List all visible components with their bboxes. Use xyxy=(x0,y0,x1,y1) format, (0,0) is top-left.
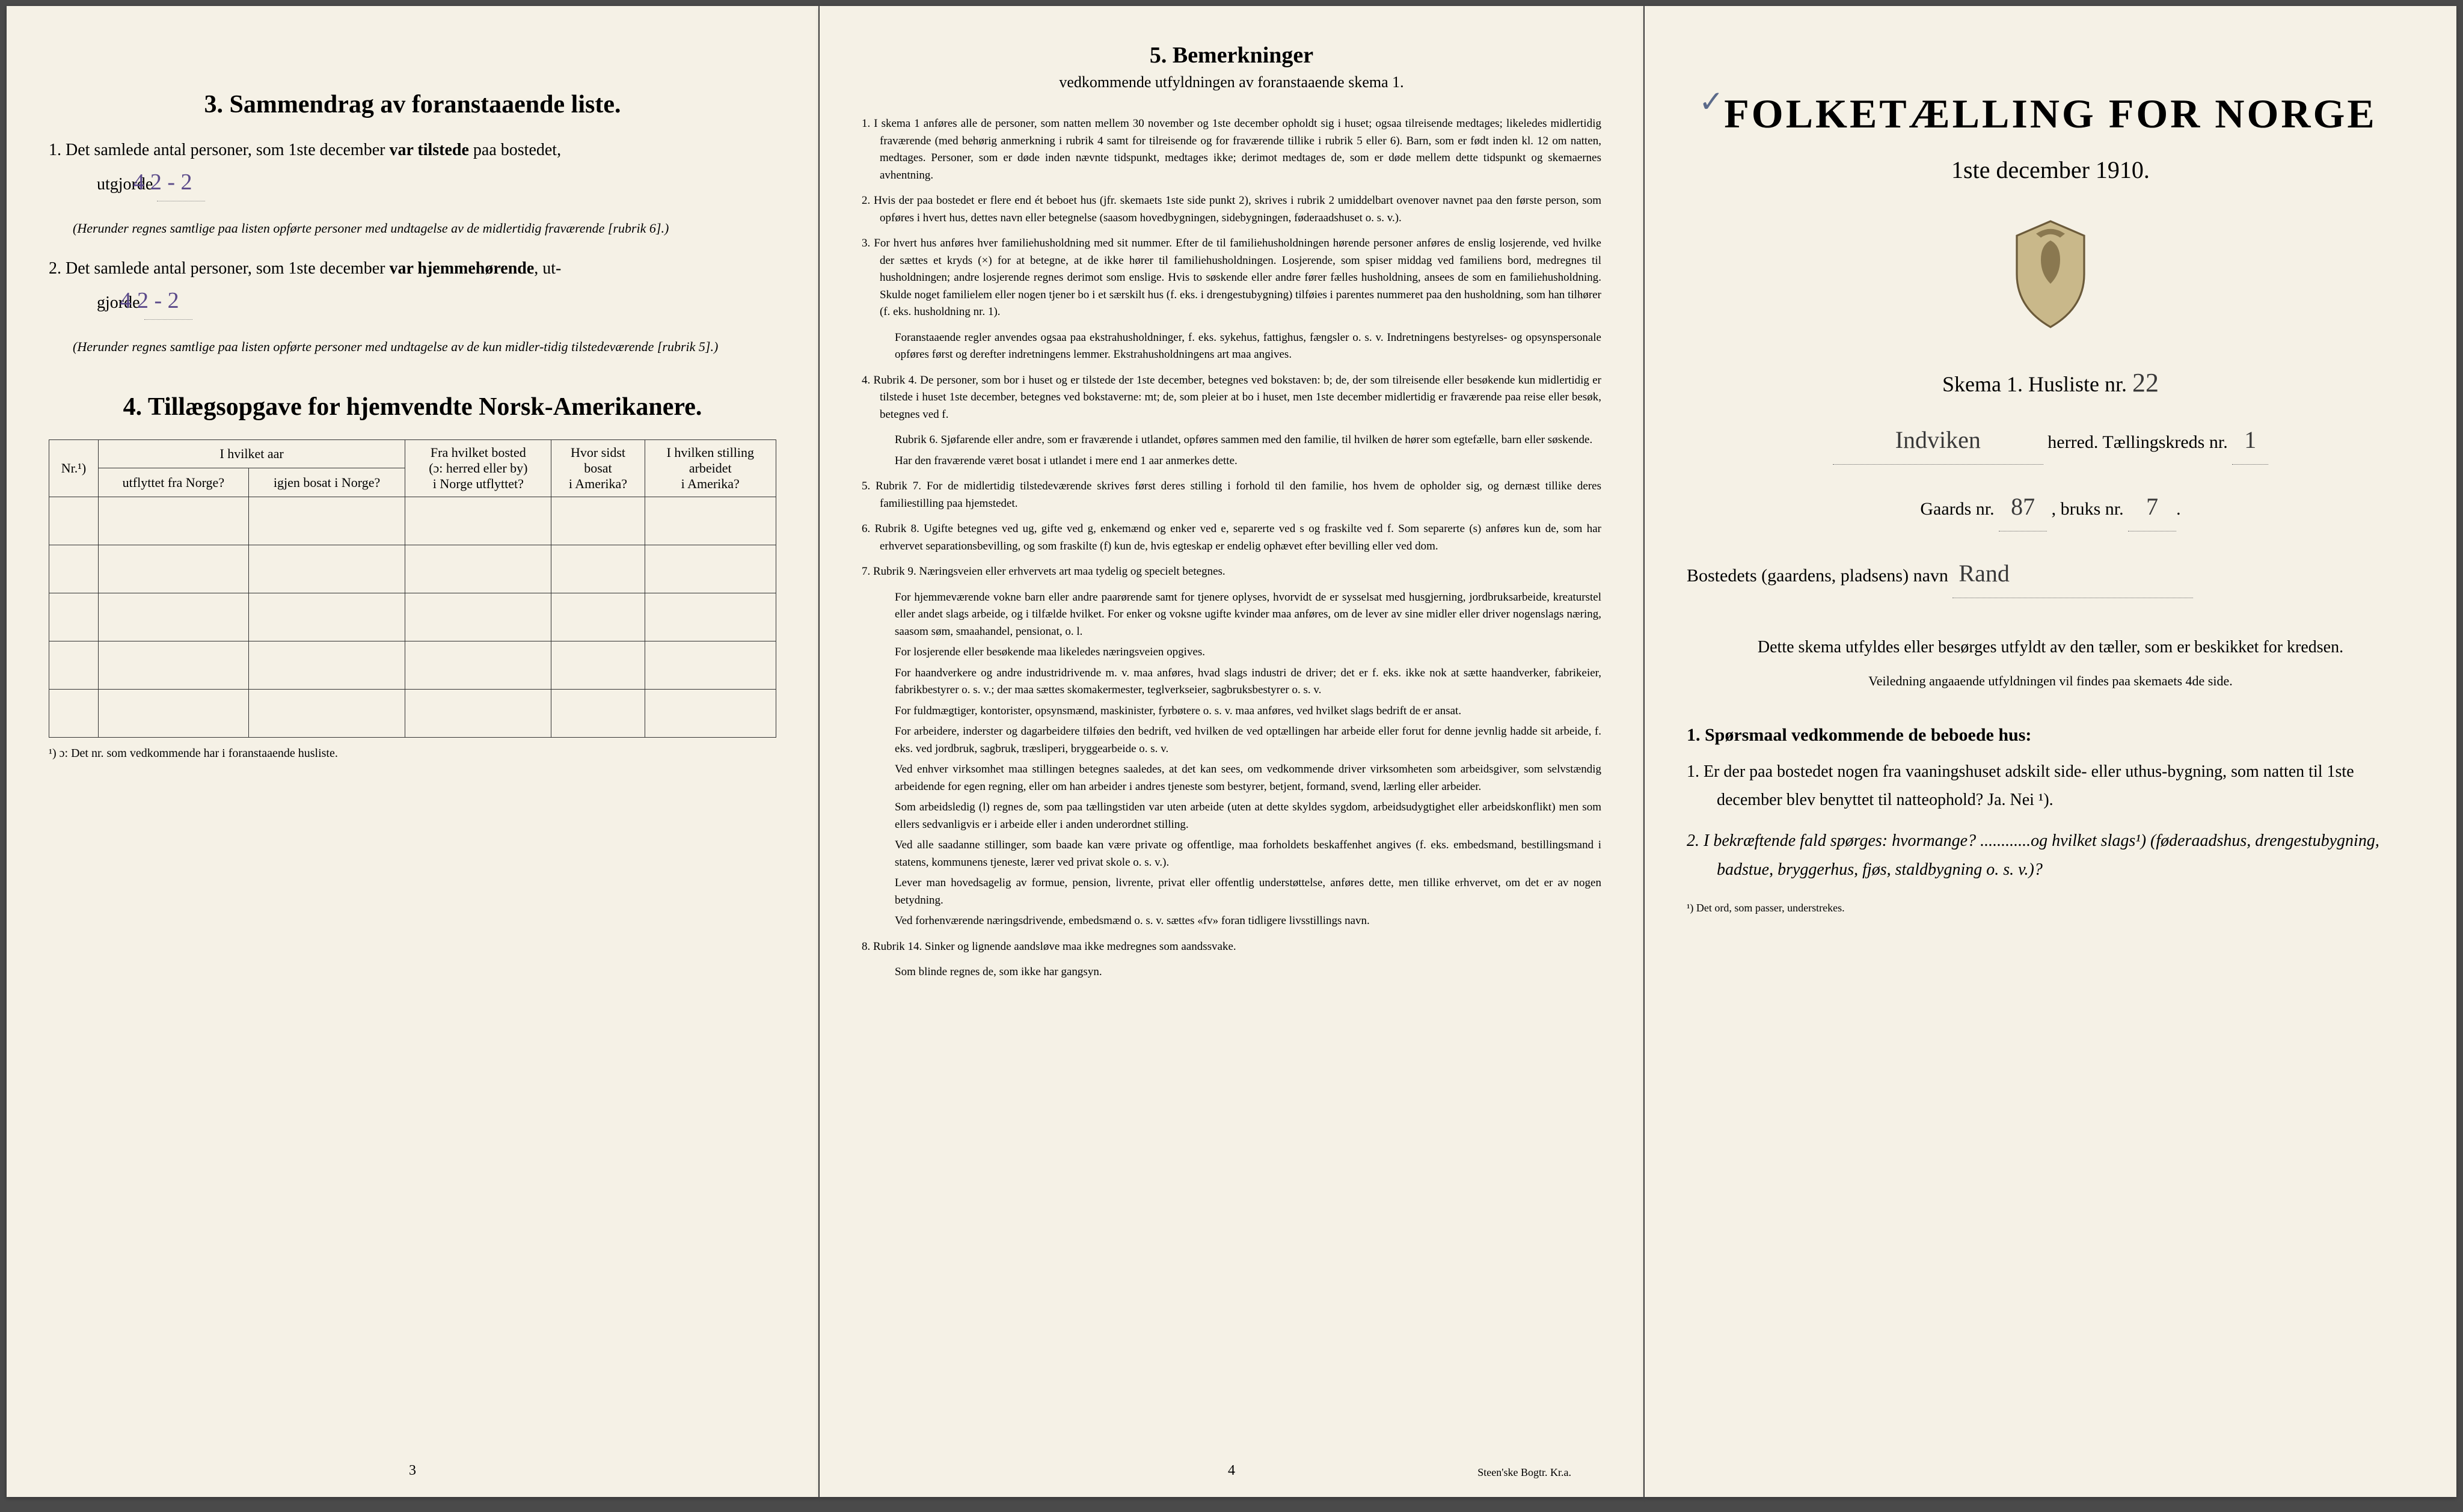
page-number-3: 3 xyxy=(409,1463,416,1479)
bosted-label: Bostedets (gaardens, pladsens) navn xyxy=(1687,566,1948,586)
remarks-list: 1. I skema 1 anføres alle de personer, s… xyxy=(862,115,1601,981)
bruks-label: , bruks nr. xyxy=(2052,499,2124,519)
th-col3: Hvor sidst bosat i Amerika? xyxy=(551,439,645,497)
remark-item: For losjerende eller besøkende maa likel… xyxy=(862,644,1601,661)
instruction-small: Veiledning angaaende utfyldningen vil fi… xyxy=(1687,673,2414,689)
item1-suffix: paa bostedet, xyxy=(469,141,561,159)
th-col4: I hvilken stilling arbeidet i Amerika? xyxy=(645,439,776,497)
remark-item: Lever man hovedsagelig av formue, pensio… xyxy=(862,875,1601,909)
remark-item: 8. Rubrik 14. Sinker og lignende aandslø… xyxy=(862,938,1601,956)
question-2: 2. I bekræftende fald spørges: hvormange… xyxy=(1687,827,2414,884)
table-row xyxy=(49,545,776,593)
item1-note: (Herunder regnes samtlige paa listen opf… xyxy=(73,219,776,238)
right-footnote: ¹) Det ord, som passer, understrekes. xyxy=(1687,902,2414,914)
schema-line: Skema 1. Husliste nr. 22 xyxy=(1687,367,2414,398)
th-col4a: I hvilken stilling xyxy=(667,445,754,460)
remark-item: 5. Rubrik 7. For de midlertidig tilstede… xyxy=(862,478,1601,512)
page-4: 5. Bemerkninger vedkommende utfyldningen… xyxy=(820,6,1643,1497)
th-col1a: I hvilket aar xyxy=(98,439,405,468)
item2-handwritten: 4 2 - 2 xyxy=(144,283,192,320)
remarks-title: 5. Bemerkninger xyxy=(862,42,1601,69)
th-col1b: utflyttet fra Norge? xyxy=(98,468,248,497)
th-col2c: i Norge utflyttet? xyxy=(433,476,524,491)
amerikanere-table: Nr.¹) I hvilket aar Fra hvilket bosted (… xyxy=(49,439,776,738)
th-col3c: i Amerika? xyxy=(569,476,627,491)
item2-bold: var hjemmehørende xyxy=(389,259,534,278)
remark-item: 1. I skema 1 anføres alle de personer, s… xyxy=(862,115,1601,184)
main-title: FOLKETÆLLING FOR NORGE xyxy=(1687,90,2414,138)
item2-note: (Herunder regnes samtlige paa listen opf… xyxy=(73,338,776,357)
th-col2: Fra hvilket bosted (ɔ: herred eller by) … xyxy=(405,439,551,497)
remarks-subtitle: vedkommende utfyldningen av foranstaaend… xyxy=(862,73,1601,91)
table-footnote: ¹) ɔ: Det nr. som vedkommende har i fora… xyxy=(49,747,776,761)
printer-credit: Steen'ske Bogtr. Kr.a. xyxy=(1477,1466,1571,1479)
remark-item: For fuldmægtiger, kontorister, opsynsmæn… xyxy=(862,703,1601,720)
section-3-title: 3. Sammendrag av foranstaaende liste. xyxy=(49,90,776,119)
remark-item: For haandverkere og andre industridriven… xyxy=(862,665,1601,699)
table-row xyxy=(49,689,776,737)
remark-item: 2. Hvis der paa bostedet er flere end ét… xyxy=(862,192,1601,227)
th-col2b: (ɔ: herred eller by) xyxy=(429,461,527,476)
remark-item: Har den fraværende været bosat i utlande… xyxy=(862,453,1601,470)
table-row xyxy=(49,593,776,641)
census-date: 1ste december 1910. xyxy=(1687,156,2414,184)
q1-text: 1. Er der paa bostedet nogen fra vaaning… xyxy=(1687,762,2354,810)
remark-item: Som blinde regnes de, som ikke har gangs… xyxy=(862,964,1601,981)
herred-label: herred. Tællingskreds nr. xyxy=(2047,432,2227,452)
th-col3b: bosat xyxy=(584,461,612,476)
item-1: 1. Det samlede antal personer, som 1ste … xyxy=(49,137,776,201)
checkmark: ✓ xyxy=(1699,84,1724,119)
page-number-4: 4 xyxy=(1228,1463,1235,1479)
remark-item: Som arbeidsledig (l) regnes de, som paa … xyxy=(862,799,1601,833)
remark-item: Ved alle saadanne stillinger, som baade … xyxy=(862,837,1601,871)
bosted-handwritten: Rand xyxy=(1952,549,2193,598)
gaards-label: Gaards nr. xyxy=(1920,499,1994,519)
remark-item: 3. For hvert hus anføres hver familiehus… xyxy=(862,235,1601,321)
section-4: 4. Tillægsopgave for hjemvendte Norsk-Am… xyxy=(49,393,776,761)
item-2: 2. Det samlede antal personer, som 1ste … xyxy=(49,256,776,320)
remark-item: 7. Rubrik 9. Næringsveien eller erhverve… xyxy=(862,563,1601,581)
item1-prefix: 1. Det samlede antal personer, som 1ste … xyxy=(49,141,389,159)
gaards-line: Gaards nr. 87 , bruks nr. 7. xyxy=(1687,483,2414,531)
section-4-title: 4. Tillægsopgave for hjemvendte Norsk-Am… xyxy=(49,393,776,421)
table-row xyxy=(49,641,776,689)
page-3: 3. Sammendrag av foranstaaende liste. 1.… xyxy=(7,6,818,1497)
remark-item: For hjemmeværende vokne barn eller andre… xyxy=(862,589,1601,641)
item1-bold: var tilstede xyxy=(389,141,468,159)
th-col3a: Hvor sidst xyxy=(571,445,625,460)
item2-prefix: 2. Det samlede antal personer, som 1ste … xyxy=(49,259,389,278)
gaards-number: 87 xyxy=(1999,483,2047,531)
herred-line: Indviken herred. Tællingskreds nr. 1 xyxy=(1687,416,2414,465)
remark-item: Rubrik 6. Sjøfarende eller andre, som er… xyxy=(862,432,1601,449)
remark-item: 6. Rubrik 8. Ugifte betegnes ved ug, gif… xyxy=(862,521,1601,555)
th-col4b: arbeidet xyxy=(689,461,732,476)
question-1: 1. Er der paa bostedet nogen fra vaaning… xyxy=(1687,758,2414,815)
page-cover: ✓ FOLKETÆLLING FOR NORGE 1ste december 1… xyxy=(1645,6,2456,1497)
herred-handwritten: Indviken xyxy=(1833,416,2043,465)
th-col4c: i Amerika? xyxy=(681,476,740,491)
remark-item: Foranstaaende regler anvendes ogsaa paa … xyxy=(862,329,1601,364)
schema-label: Skema 1. Husliste nr. xyxy=(1942,372,2127,396)
remark-item: Ved enhver virksomhet maa stillingen bet… xyxy=(862,761,1601,795)
question-heading: 1. Spørsmaal vedkommende de beboede hus: xyxy=(1687,725,2414,745)
th-col2a: Fra hvilket bosted xyxy=(431,445,526,460)
bruks-number: 7 xyxy=(2128,483,2176,531)
kreds-number: 1 xyxy=(2232,416,2268,465)
item1-handwritten: 4 2 - 2 xyxy=(157,164,205,201)
remark-item: For arbeidere, inderster og dagarbeidere… xyxy=(862,723,1601,758)
coat-of-arms-icon xyxy=(1687,214,2414,337)
remark-item: Ved forhenværende næringsdrivende, embed… xyxy=(862,913,1601,930)
bosted-line: Bostedets (gaardens, pladsens) navn Rand xyxy=(1687,549,2414,598)
th-nr: Nr.¹) xyxy=(49,439,99,497)
th-col1c: igjen bosat i Norge? xyxy=(248,468,405,497)
remark-item: 4. Rubrik 4. De personer, som bor i huse… xyxy=(862,372,1601,424)
schema-number: 22 xyxy=(2132,368,2159,397)
instruction-text: Dette skema utfyldes eller besørges utfy… xyxy=(1687,634,2414,661)
table-row xyxy=(49,497,776,545)
item2-suffix: , ut- xyxy=(534,259,561,278)
